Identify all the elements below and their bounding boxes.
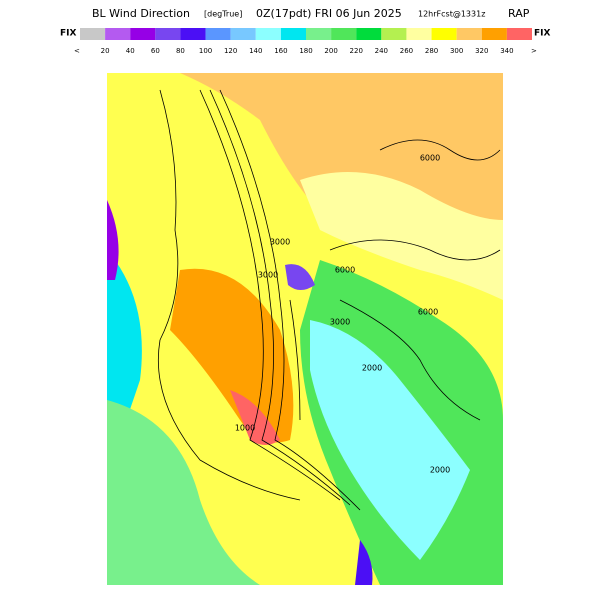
contour-label: 3000 — [258, 271, 278, 280]
color-box — [155, 28, 181, 40]
model: RAP — [508, 7, 530, 20]
contour-label: 6000 — [420, 154, 440, 163]
color-box — [456, 28, 482, 40]
purple-patch — [285, 264, 315, 290]
low-marker: < — [74, 47, 80, 55]
fix-right: FIX — [534, 29, 550, 39]
color-box — [280, 28, 306, 40]
color-box — [506, 28, 532, 40]
orange-central — [170, 268, 294, 443]
colorbar-label: 40 — [126, 47, 135, 55]
color-box — [230, 28, 256, 40]
colorbar-label: 140 — [249, 47, 262, 55]
colorbar-label: 100 — [199, 47, 212, 55]
colorbar-label: 120 — [224, 47, 237, 55]
color-box — [205, 28, 231, 40]
cyan-central — [310, 320, 470, 560]
colorbar-label: 260 — [400, 47, 413, 55]
colorbar: 20 40 60 80 100 120 140 160 180 200 220 240 260 280 30… — [80, 28, 532, 55]
colorbar-label: 280 — [425, 47, 438, 55]
contour-label: 6000 — [418, 308, 438, 317]
fix-left: FIX — [60, 29, 76, 39]
purple-west — [107, 200, 119, 280]
blue-south — [355, 540, 373, 585]
green-sw — [107, 400, 260, 585]
contours — [157, 89, 501, 511]
title: BL Wind Direction — [92, 7, 190, 20]
color-box — [255, 28, 281, 40]
colorbar-label: 240 — [375, 47, 388, 55]
units: [degTrue] — [204, 10, 242, 19]
colorbar-label: 20 — [101, 47, 110, 55]
colorbar-label: 60 — [151, 47, 160, 55]
contour-label: 3000 — [270, 238, 290, 247]
color-box — [481, 28, 507, 40]
high-marker: > — [531, 47, 537, 55]
colorbar-label: 220 — [350, 47, 363, 55]
color-box — [406, 28, 432, 40]
colorbar-label: 160 — [274, 47, 287, 55]
contour-label: 3000 — [330, 318, 350, 327]
colorbar-label: 320 — [475, 47, 488, 55]
color-box — [130, 28, 156, 40]
color-box — [180, 28, 206, 40]
colorbar-label: 180 — [299, 47, 312, 55]
color-box — [331, 28, 357, 40]
red-patch — [230, 390, 280, 445]
colorbar-label: 340 — [500, 47, 513, 55]
color-box — [431, 28, 457, 40]
color-box — [306, 28, 332, 40]
forecast: 12hrFcst@1331z — [418, 10, 485, 19]
colorbar-label: 300 — [450, 47, 463, 55]
color-box — [80, 28, 106, 40]
map — [107, 73, 503, 585]
color-box — [105, 28, 131, 40]
colorbar-label: 80 — [176, 47, 185, 55]
contour-label: 1000 — [235, 424, 255, 433]
colorbar-label: 200 — [324, 47, 337, 55]
color-box — [356, 28, 382, 40]
contour-label: 6000 — [335, 266, 355, 275]
contour-labels: 6000 6000 6000 3000 3000 3000 2000 2000 1000 — [235, 154, 450, 475]
valid-time: 0Z(17pdt) FRI 06 Jun 2025 — [256, 7, 402, 20]
contour-label: 2000 — [430, 466, 450, 475]
contour-label: 2000 — [362, 364, 382, 373]
color-box — [381, 28, 407, 40]
pale-region — [300, 172, 503, 300]
